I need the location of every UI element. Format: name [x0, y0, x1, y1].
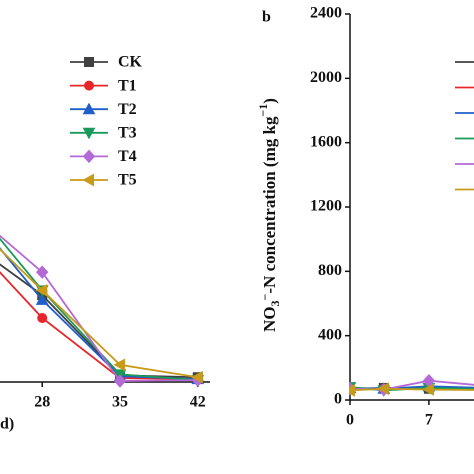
legend-marker: [82, 127, 96, 140]
x-tick-label: 35: [112, 394, 128, 411]
legend-label: T5: [118, 172, 137, 189]
plot-area: [0, 234, 205, 388]
y-tick-label: 400: [318, 326, 342, 343]
y-axis-label-part: −: [258, 293, 272, 300]
x-axis-label: d): [0, 416, 14, 433]
marker: [349, 384, 355, 397]
series-line: [0, 271, 198, 381]
plot-area: [349, 373, 474, 397]
legend-label: T2: [118, 101, 137, 118]
y-axis-label: NO3−-N concentration (mg kg−1): [256, 98, 282, 332]
y-axis-label-part: -N concentration (mg kg: [260, 116, 279, 294]
legend-marker: [84, 80, 94, 91]
legend-marker: [82, 149, 96, 164]
series-line: [349, 387, 474, 392]
series-line: [0, 237, 198, 381]
marker: [37, 313, 48, 324]
x-tick-label: 28: [34, 394, 50, 411]
x-tick-label: 7: [425, 412, 433, 429]
y-tick-label: 800: [318, 262, 342, 279]
legend-label: T3: [118, 124, 137, 141]
y-axis-label-part: 3: [268, 300, 282, 306]
x-tick-label: 42: [190, 394, 206, 411]
legend-label: CK: [118, 54, 143, 71]
y-axis-label-part: ): [260, 98, 279, 104]
y-axis-label-part: NO: [260, 306, 279, 332]
y-tick-label: 1200: [310, 198, 342, 215]
legend-label: T1: [118, 77, 137, 94]
marker: [35, 293, 49, 305]
y-axis-label-part: −1: [256, 104, 270, 117]
legend-marker: [82, 173, 94, 187]
x-tick-label: 0: [346, 412, 354, 429]
y-tick-label: 0: [334, 391, 342, 408]
series-line: [0, 263, 198, 379]
legend-label: T4: [118, 148, 137, 165]
marker: [35, 283, 48, 297]
marker: [113, 374, 127, 388]
panel-label: b: [262, 9, 271, 26]
y-tick-label: 1600: [310, 133, 342, 150]
marker: [191, 370, 203, 384]
marker: [377, 382, 389, 396]
marker: [36, 265, 49, 279]
legend-marker: [84, 57, 94, 67]
y-tick-label: 2400: [310, 5, 342, 22]
series-line: [0, 248, 198, 379]
legend-marker: [82, 102, 96, 115]
y-tick-label: 2000: [310, 69, 342, 86]
marker: [422, 383, 434, 396]
marker: [113, 358, 125, 372]
